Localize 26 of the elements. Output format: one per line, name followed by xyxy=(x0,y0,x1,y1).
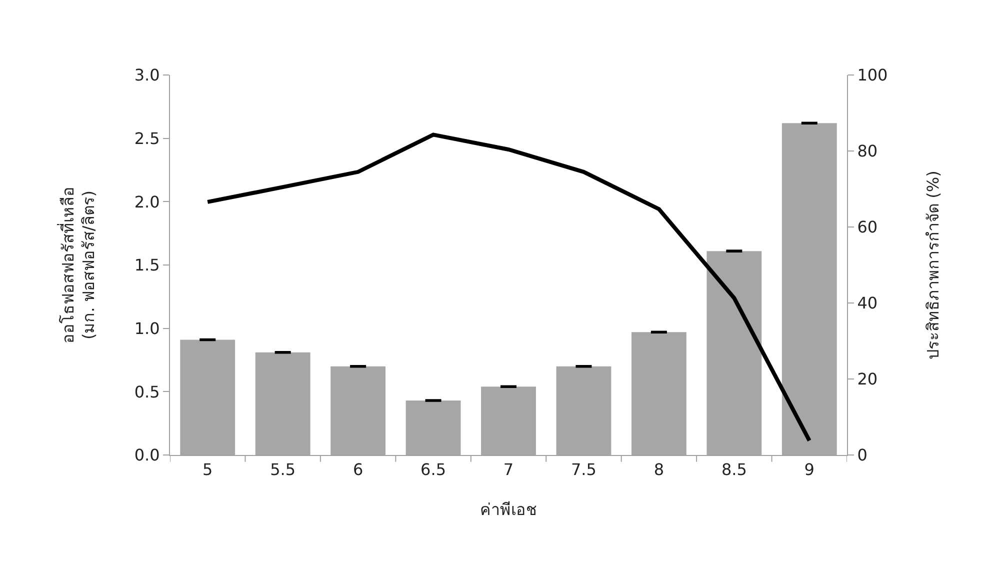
y-tick-label: 1.0 xyxy=(134,318,160,338)
x-tick-label: 9 xyxy=(804,460,814,480)
y2-tick-label: 0 xyxy=(857,446,868,465)
y2-tick-label: 20 xyxy=(857,370,878,389)
x-tick-label: 5 xyxy=(202,460,213,480)
x-tick-label: 6 xyxy=(352,460,364,480)
y-tick-label: 2.5 xyxy=(134,128,160,148)
x-tick-label: 8 xyxy=(654,460,664,480)
x-tick-label: 8.5 xyxy=(721,460,747,480)
y2-tick-label: 100 xyxy=(857,66,888,85)
y2-tick-label: 80 xyxy=(857,142,878,161)
line-series xyxy=(206,132,812,443)
y2-axis-title: ประสิทธิภาพการกำจัด (%) xyxy=(923,170,942,360)
y2-tick-label: 60 xyxy=(857,218,878,237)
y-tick-label: 0.5 xyxy=(134,382,160,402)
y-axis-title: ออโธฟอสฟอรัสที่เหลือ (มก. ฟอสฟอรัส/ลิตร) xyxy=(56,186,98,344)
y-tick-label: 0.0 xyxy=(134,446,160,465)
y2-tick-label: 40 xyxy=(857,294,878,313)
x-tick-label: 7 xyxy=(503,460,514,480)
x-tick-label: 7.5 xyxy=(570,460,596,480)
x-axis-title: ค่าพีเอช xyxy=(480,500,537,519)
x-tick-label: 6.5 xyxy=(420,460,446,480)
y-tick-label: 2.0 xyxy=(134,192,160,212)
y-tick-label: 3.0 xyxy=(134,66,160,85)
y-tick-label: 1.5 xyxy=(134,256,160,275)
x-tick-label: 5.5 xyxy=(270,460,296,480)
